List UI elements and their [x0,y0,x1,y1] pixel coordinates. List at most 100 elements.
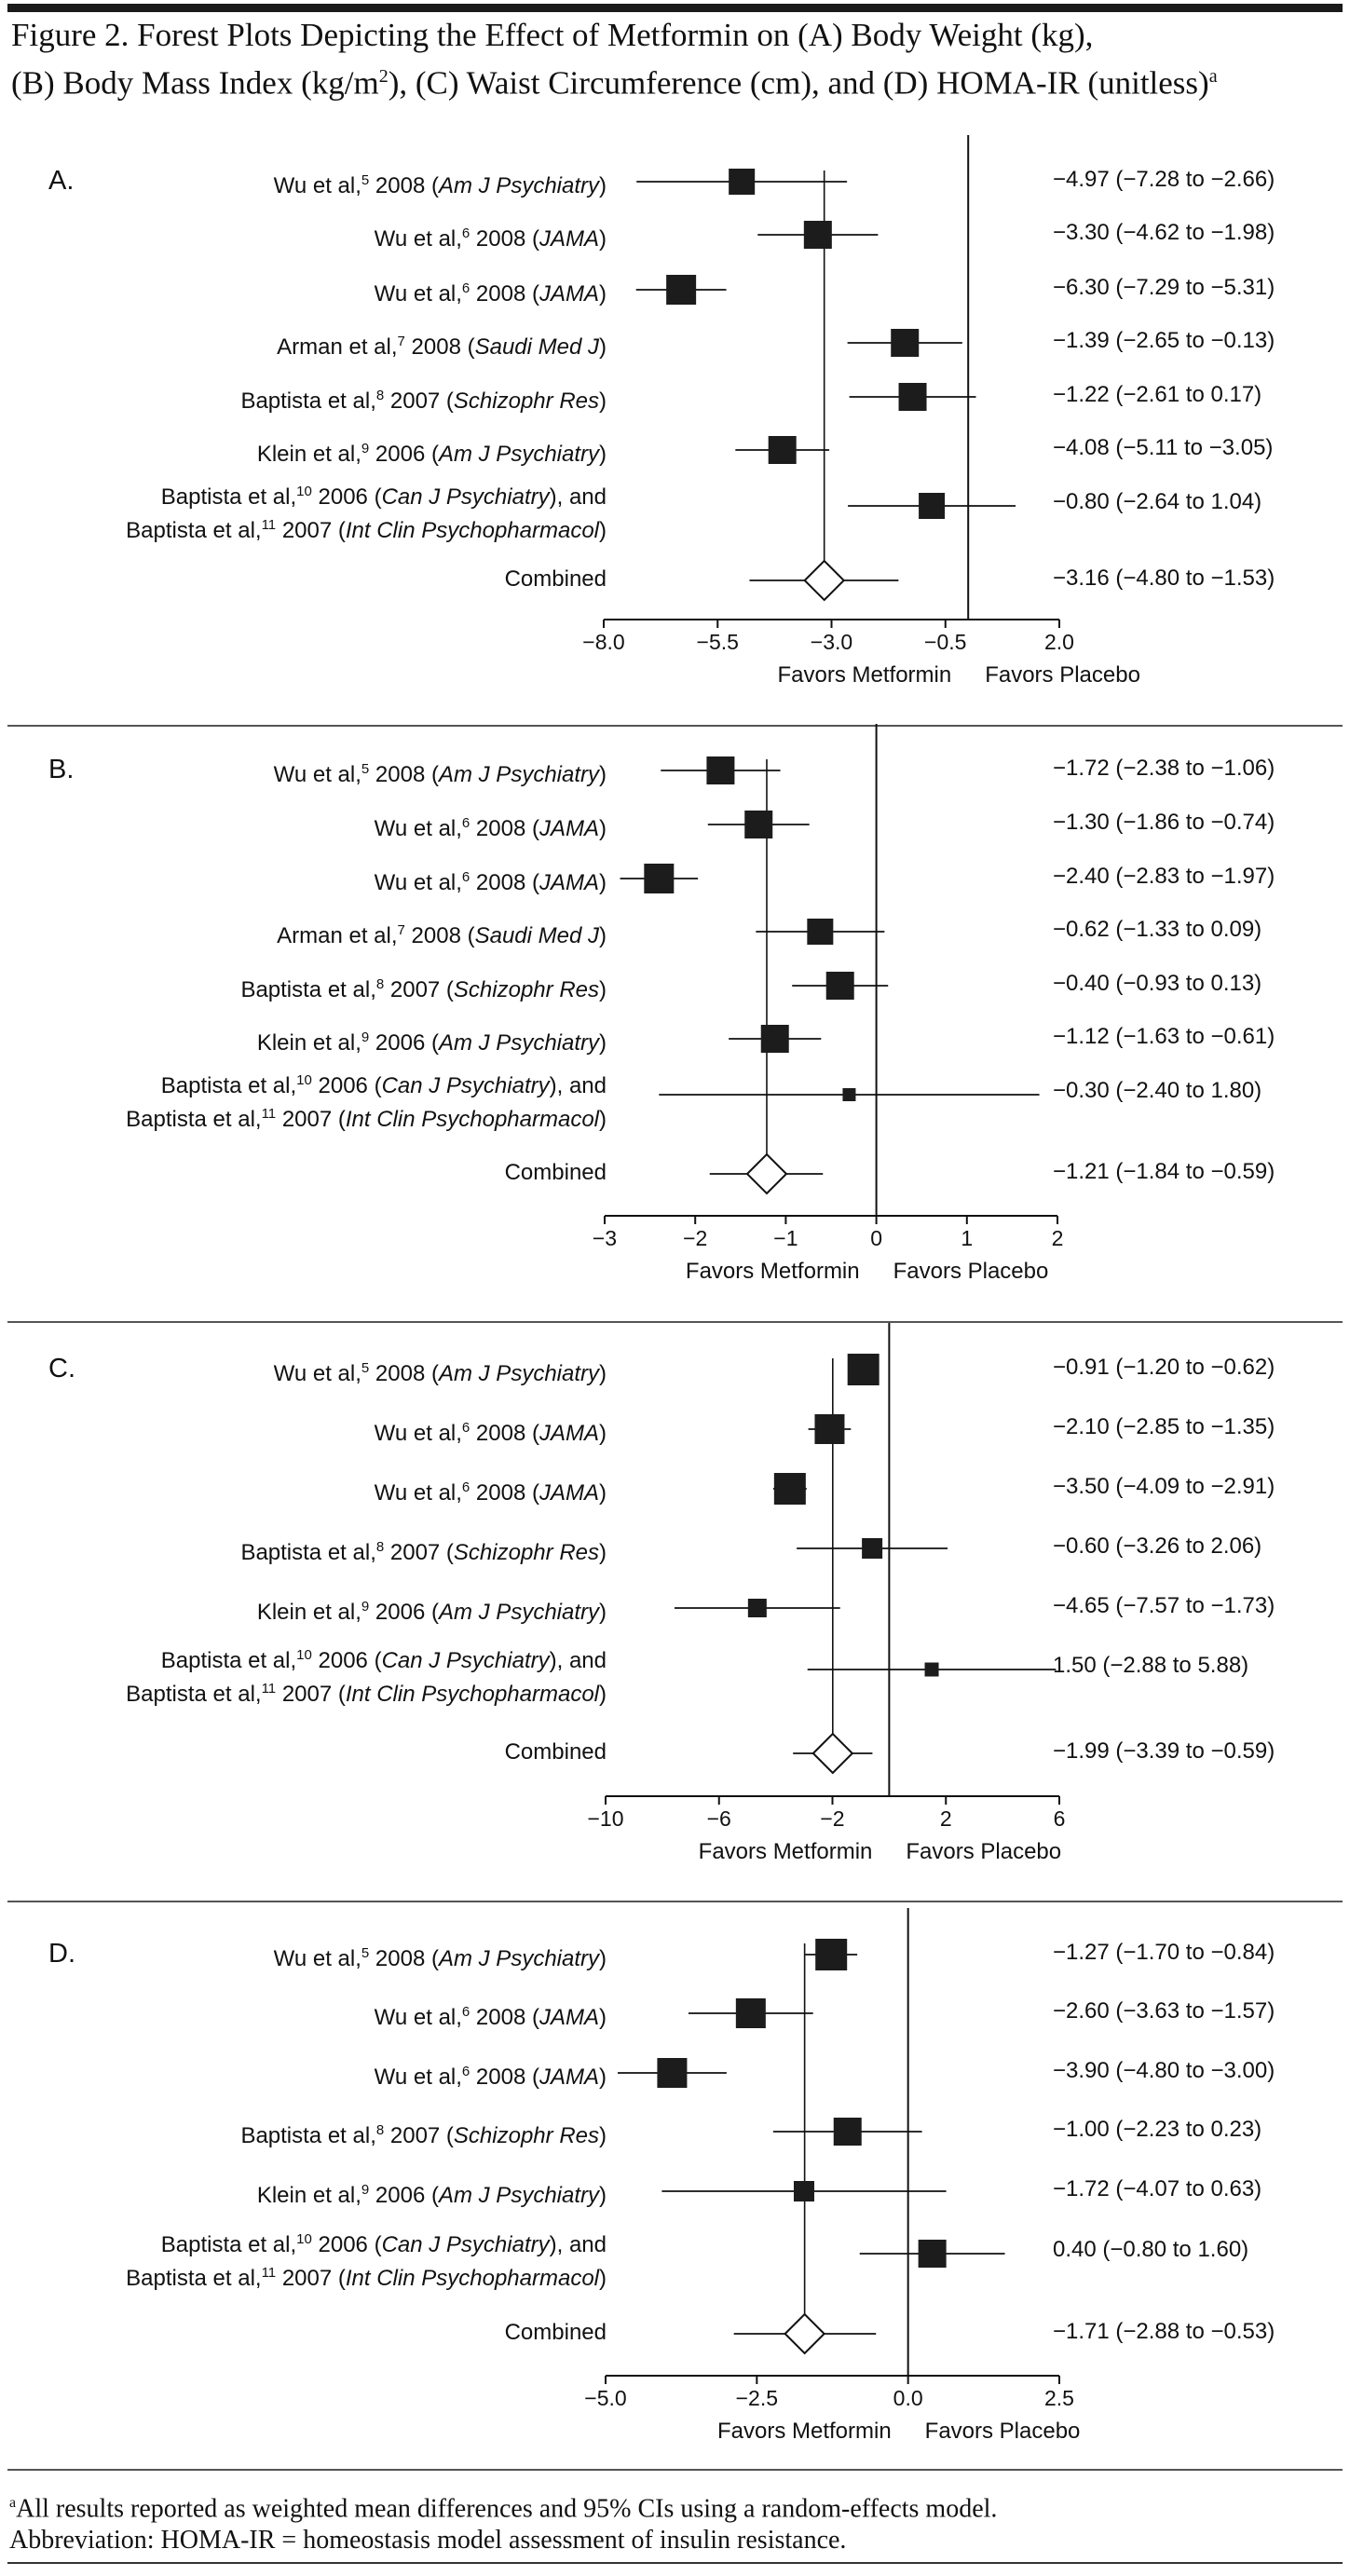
reference-number: 11 [261,2265,277,2281]
panel-label: C. [48,1354,75,1383]
year: 2006 ( [369,1600,439,1625]
study-citation: Klein et al,9 2006 (Am J Psychiatry) [257,1024,607,1057]
effect-size-label: −0.80 (−2.64 to 1.04) [1053,489,1262,514]
study-label: Arman et al,7 2008 (Saudi Med J) [277,917,607,950]
author: Baptista et al, [160,484,297,510]
year: 2006 ( [311,484,382,510]
citation-end: ) [599,1107,607,1132]
study-label: Klein et al,9 2006 (Am J Psychiatry) [257,2176,607,2210]
panel-separator [7,1321,1343,1323]
point-estimate [919,493,946,519]
author: Klein et al, [256,442,361,467]
study-citation: Klein et al,9 2006 (Am J Psychiatry) [257,1593,607,1627]
citation-end: ) [599,2123,607,2148]
citation-end: ) [599,518,607,543]
author: Baptista et al, [126,1682,262,1707]
point-estimate [918,2240,947,2268]
favors-metformin-label: Favors Metformin [685,1259,860,1284]
reference-number: 5 [361,761,370,777]
citation-end: ) [599,226,607,252]
journal: Am J Psychiatry [438,1600,599,1625]
journal: Int Clin Psychopharmacol [345,1107,599,1132]
effect-size-label: −2.10 (−2.85 to −1.35) [1053,1414,1275,1439]
study-citation-second: Baptista et al,11 2007 (Int Clin Psychop… [126,1100,607,1134]
author: Wu et al, [374,1480,462,1506]
footnote: aAll results reported as weighted mean d… [9,2487,997,2556]
point-estimate [773,1473,806,1505]
effect-size-label: −1.72 (−4.07 to 0.63) [1053,2176,1262,2201]
year: 2006 ( [369,1030,439,1056]
study-citation: Wu et al,6 2008 (JAMA) [375,2058,607,2092]
study-citation: Baptista et al,8 2007 (Schizophr Res) [240,1533,607,1567]
reference-number: 10 [296,1647,312,1663]
reference-number: 11 [261,1106,277,1122]
reference-number: 5 [361,172,370,188]
author: Wu et al, [273,762,361,787]
author: Wu et al, [374,2065,462,2090]
combined-effect-label: −3.16 (−4.80 to −1.53) [1053,566,1275,591]
footnote-separator [7,2469,1343,2471]
effect-size-label: −1.22 (−2.61 to 0.17) [1053,382,1262,407]
point-estimate [706,756,735,784]
reference-number: 5 [361,1360,370,1376]
year: 2008 ( [369,762,439,787]
point-estimate [747,1599,767,1617]
effect-size-label: −6.30 (−7.29 to −5.31) [1053,275,1275,300]
journal: Saudi Med J [474,334,599,360]
reference-number: 10 [296,2231,312,2247]
study-label: Wu et al,5 2008 (Am J Psychiatry) [274,756,607,789]
study-citation: Arman et al,7 2008 (Saudi Med J) [277,328,607,361]
point-estimate [793,2181,814,2201]
year: 2007 ( [276,1682,346,1707]
study-citation: Wu et al,6 2008 (JAMA) [375,810,607,843]
study-citation: Baptista et al,10 2006 (Can J Psychiatry… [126,1642,607,1675]
author: Baptista et al, [240,977,376,1002]
study-label: Arman et al,7 2008 (Saudi Med J) [277,328,607,361]
citation-end: ) [599,2183,607,2208]
effect-size-label: −0.60 (−3.26 to 2.06) [1053,1533,1262,1559]
journal: Int Clin Psychopharmacol [345,1682,599,1707]
effect-size-label: −4.08 (−5.11 to −3.05) [1053,435,1274,460]
year: 2008 ( [369,1946,439,1971]
x-tick-label: −2 [683,1226,707,1250]
citation-end: ) [599,1421,607,1446]
x-tick-label: −0.5 [924,630,966,654]
point-estimate [657,2058,688,2088]
reference-number: 7 [397,922,405,938]
study-citation: Wu et al,5 2008 (Am J Psychiatry) [274,1940,607,1973]
combined-effect-label: −1.99 (−3.39 to −0.59) [1053,1738,1275,1764]
study-label: Wu et al,6 2008 (JAMA) [375,1414,607,1448]
study-label: Baptista et al,8 2007 (Schizophr Res) [240,2117,607,2150]
reference-number: 8 [375,388,385,403]
journal: Int Clin Psychopharmacol [345,2266,599,2291]
effect-size-label: −2.60 (−3.63 to −1.57) [1053,1998,1275,2024]
reference-number: 7 [397,334,405,349]
combined-label: Combined [504,566,607,592]
year: 2007 ( [276,518,346,543]
study-citation: Baptista et al,10 2006 (Can J Psychiatry… [126,2226,607,2259]
point-estimate [825,972,854,1000]
study-label: Baptista et al,10 2006 (Can J Psychiatry… [126,1067,607,1134]
effect-size-label: −0.40 (−0.93 to 0.13) [1053,971,1262,996]
journal: JAMA [539,1480,599,1506]
reference-number: 9 [361,1599,370,1615]
study-label: Wu et al,6 2008 (JAMA) [375,864,607,897]
effect-size-label: −3.90 (−4.80 to −3.00) [1053,2058,1275,2083]
study-citation: Arman et al,7 2008 (Saudi Med J) [277,917,607,950]
reference-number: 6 [461,1479,470,1495]
study-label: Wu et al,5 2008 (Am J Psychiatry) [274,1940,607,1973]
author: Wu et al, [374,281,462,307]
x-tick-label: −8.0 [582,630,624,654]
favors-metformin-label: Favors Metformin [716,2419,892,2444]
author: Wu et al, [374,1421,462,1446]
year: 2008 ( [470,281,539,307]
abbreviation-line: Abbreviation: HOMA-IR = homeostasis mode… [9,2526,847,2556]
x-tick-label: 2 [940,1806,952,1831]
favors-placebo-label: Favors Placebo [906,1839,1062,1864]
reference-number: 10 [296,484,312,499]
study-label: Wu et al,5 2008 (Am J Psychiatry) [274,1355,607,1388]
year: 2006 ( [369,2183,439,2208]
effect-size-label: −1.12 (−1.63 to −0.61) [1053,1024,1275,1049]
x-tick-label: 6 [1054,1806,1066,1831]
year: 2008 ( [404,923,475,948]
